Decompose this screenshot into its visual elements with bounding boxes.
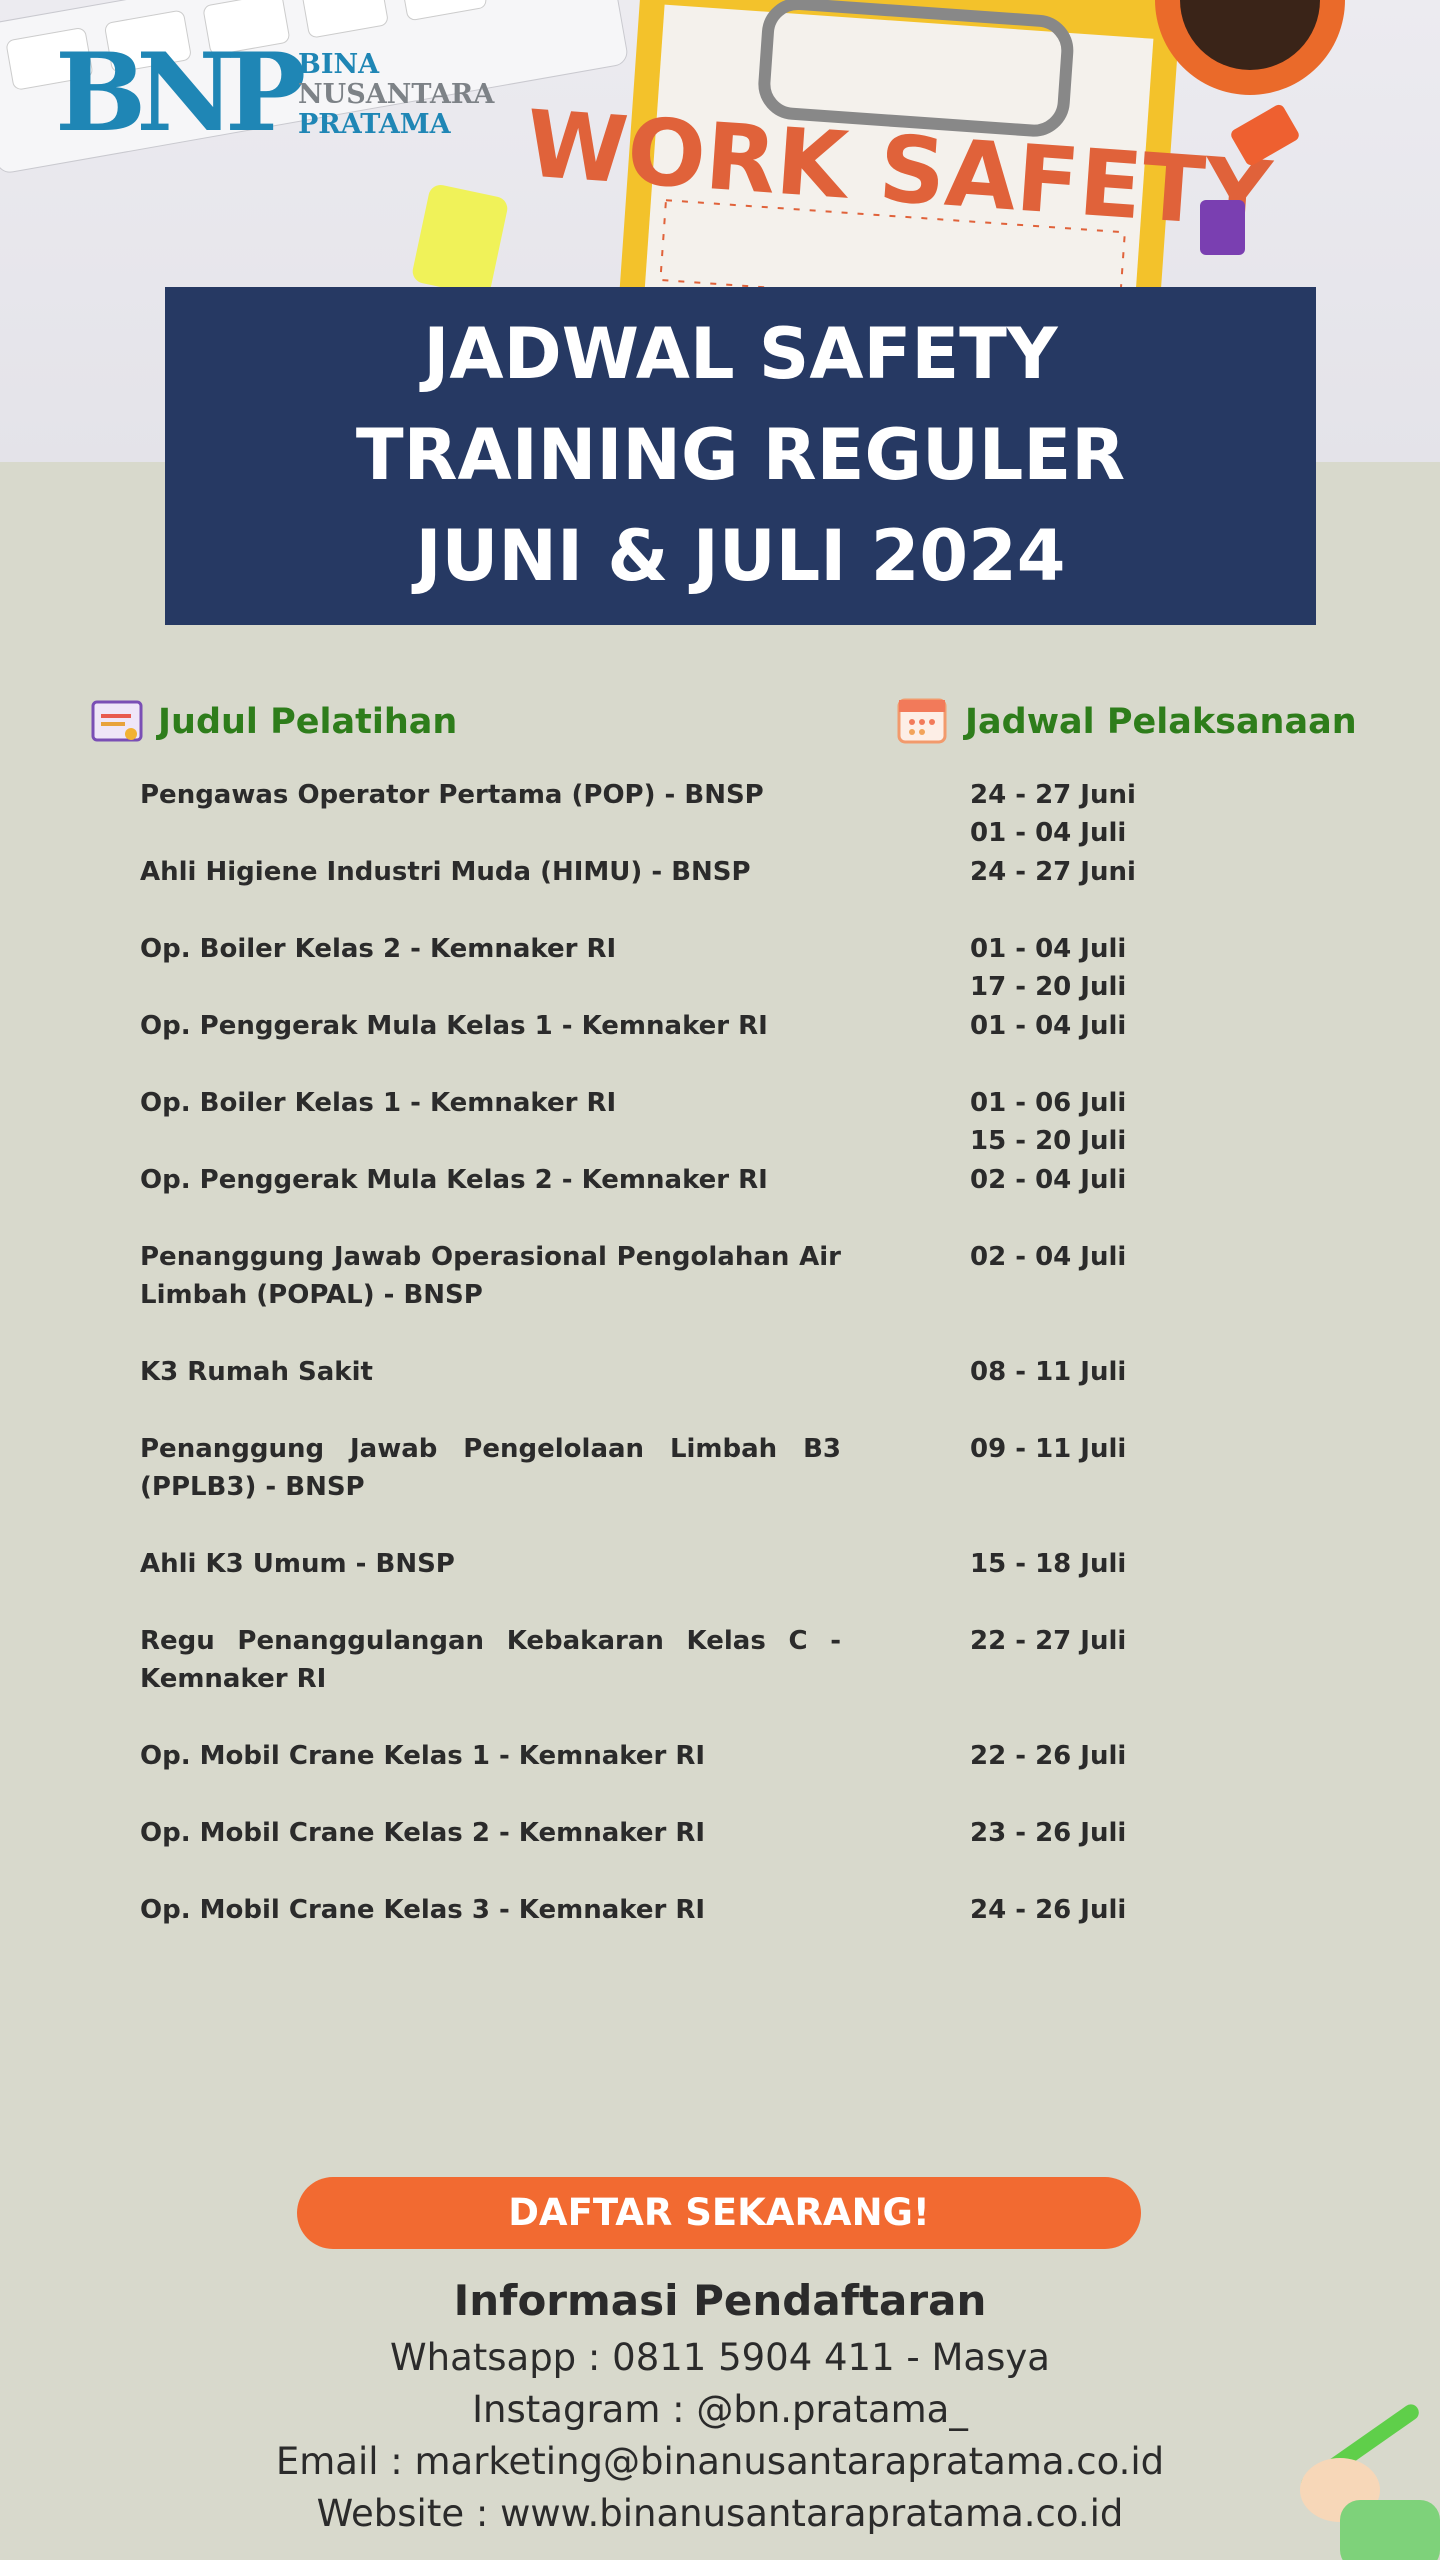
course-title: Op. Boiler Kelas 2 - Kemnaker RI	[140, 934, 617, 964]
date-range: 08 - 11 Juli	[970, 1357, 1127, 1387]
course-title: Pengawas Operator Pertama (POP) - BNSP	[140, 780, 764, 810]
course-dates: 01 - 06 Juli 15 - 20 Juli	[970, 1084, 1126, 1160]
course-dates: 01 - 04 Juli	[970, 1007, 1126, 1045]
course-dates: 09 - 11 Juli	[970, 1430, 1126, 1468]
date-range: 23 - 26 Juli	[970, 1818, 1127, 1848]
table-row: Op. Boiler Kelas 1 - Kemnaker RI 01 - 06 …	[140, 1084, 1140, 1161]
photo-art: WORK SAFETY	[0, 0, 1345, 359]
date-range: 22 - 27 Juli	[970, 1626, 1127, 1656]
course-dates: 22 - 27 Juli	[970, 1622, 1126, 1660]
course-dates: 08 - 11 Juli	[970, 1353, 1126, 1391]
date-range: 15 - 20 Juli	[970, 1126, 1127, 1156]
table-row: Ahli K3 Umum - BNSP 15 - 18 Juli	[140, 1545, 1140, 1622]
course-dates: 23 - 26 Juli	[970, 1814, 1126, 1852]
header-photo: WORK SAFETY BNP BINA NUSANTARA PRATAMA	[0, 0, 1440, 462]
logo-line: NUSANTARA	[298, 79, 495, 110]
date-range: 24 - 27 Juni	[970, 780, 1136, 810]
table-row: Ahli Higiene Industri Muda (HIMU) - BNSP…	[140, 853, 1140, 930]
title-line: TRAINING REGULER	[355, 414, 1126, 496]
table-row: Penanggung Jawab Pengelolaan Limbah B3 (…	[140, 1430, 1140, 1545]
date-range: 01 - 04 Juli	[970, 934, 1127, 964]
date-range: 09 - 11 Juli	[970, 1434, 1127, 1464]
course-title: Op. Boiler Kelas 1 - Kemnaker RI	[140, 1088, 617, 1118]
info-line: Website : www.binanusantarapratama.co.id	[316, 2492, 1124, 2535]
course-dates: 22 - 26 Juli	[970, 1737, 1126, 1775]
table-row: Op. Mobil Crane Kelas 2 - Kemnaker RI 23 …	[140, 1814, 1140, 1891]
course-title: Ahli K3 Umum - BNSP	[140, 1549, 455, 1579]
course-title: Penanggung Jawab Operasional Pengolahan …	[140, 1242, 841, 1310]
course-title: Op. Penggerak Mula Kelas 2 - Kemnaker RI	[140, 1165, 768, 1195]
date-range: 15 - 18 Juli	[970, 1549, 1127, 1579]
table-row: Regu Penanggulangan Kebakaran Kelas C - …	[140, 1622, 1140, 1737]
course-title: Op. Penggerak Mula Kelas 1 - Kemnaker RI	[140, 1011, 768, 1041]
clip	[1231, 104, 1299, 166]
calendar-icon	[897, 698, 947, 744]
course-dates: 02 - 04 Juli	[970, 1238, 1126, 1276]
course-dates: 15 - 18 Juli	[970, 1545, 1126, 1583]
logo-text: BINA NUSANTARA PRATAMA	[298, 50, 494, 140]
course-title: Regu Penanggulangan Kebakaran Kelas C - …	[140, 1626, 841, 1694]
course-title: Ahli Higiene Industri Muda (HIMU) - BNSP	[140, 857, 751, 887]
column-header: Jadwal Pelaksanaan	[965, 702, 1357, 742]
keyboard	[0, 0, 628, 173]
table-row: Op. Penggerak Mula Kelas 1 - Kemnaker RI…	[140, 1007, 1140, 1084]
info-line: Instagram : @bn.pratama_	[472, 2388, 968, 2431]
course-dates: 24 - 27 Juni	[970, 853, 1136, 891]
date-range: 24 - 26 Juli	[970, 1895, 1127, 1925]
table-row: K3 Rumah Sakit 08 - 11 Juli	[140, 1353, 1140, 1430]
column-header: Judul Pelatihan	[158, 702, 458, 742]
table-row: Pengawas Operator Pertama (POP) - BNSP 24…	[140, 776, 1140, 853]
logo-line: PRATAMA	[298, 109, 451, 140]
table-row: Op. Boiler Kelas 2 - Kemnaker RI 01 - 04 …	[140, 930, 1140, 1007]
table-row: Op. Mobil Crane Kelas 1 - Kemnaker RI 22 …	[140, 1737, 1140, 1814]
date-range: 24 - 27 Juni	[970, 857, 1136, 887]
course-title: Penanggung Jawab Pengelolaan Limbah B3 (…	[140, 1434, 841, 1502]
title-line: JUNI & JULI 2024	[415, 515, 1066, 597]
clipboard: WORK SAFETY	[523, 0, 1276, 359]
table-row: Penanggung Jawab Operasional Pengolahan …	[140, 1238, 1140, 1353]
date-range: 01 - 04 Juli	[970, 818, 1127, 848]
table-row: Op. Penggerak Mula Kelas 2 - Kemnaker RI…	[140, 1161, 1140, 1238]
highlighter	[412, 185, 508, 295]
clip	[1200, 200, 1245, 255]
title-box: JADWAL SAFETY TRAINING REGULER JUNI & JU…	[165, 287, 1316, 625]
info-line: Whatsapp : 0811 5904 411 - Masya	[390, 2336, 1050, 2379]
course-title: Op. Mobil Crane Kelas 2 - Kemnaker RI	[140, 1818, 706, 1848]
registration-info: Informasi Pendaftaran Whatsapp : 0811 59…	[0, 2270, 1440, 2540]
date-range: 17 - 20 Juli	[970, 972, 1127, 1002]
date-range: 02 - 04 Juli	[970, 1242, 1127, 1272]
course-title: Op. Mobil Crane Kelas 1 - Kemnaker RI	[140, 1741, 706, 1771]
course-dates: 01 - 04 Juli 17 - 20 Juli	[970, 930, 1126, 1006]
course-title: Op. Mobil Crane Kelas 3 - Kemnaker RI	[140, 1895, 706, 1925]
info-title: Informasi Pendaftaran	[453, 2276, 987, 2325]
logo-line: BINA	[298, 49, 380, 80]
course-dates: 24 - 27 Juni 01 - 04 Juli	[970, 776, 1136, 852]
date-range: 02 - 04 Juli	[970, 1165, 1127, 1195]
info-line: Email : marketing@binanusantarapratama.c…	[275, 2440, 1165, 2483]
register-button[interactable]: DAFTAR SEKARANG!	[297, 2177, 1141, 2249]
table-row: Op. Mobil Crane Kelas 3 - Kemnaker RI 24 …	[140, 1891, 1140, 1968]
date-range: 01 - 06 Juli	[970, 1088, 1127, 1118]
certificate-icon	[91, 700, 143, 742]
hand-pen-illustration	[1300, 2404, 1440, 2560]
date-range: 22 - 26 Juli	[970, 1741, 1127, 1771]
date-range: 01 - 04 Juli	[970, 1011, 1127, 1041]
title-line: JADWAL SAFETY	[423, 313, 1058, 395]
schedule-table: Pengawas Operator Pertama (POP) - BNSP 24…	[140, 776, 1140, 1968]
course-title: K3 Rumah Sakit	[140, 1357, 373, 1387]
logo-mark: BNP	[55, 30, 306, 156]
course-dates: 24 - 26 Juli	[970, 1891, 1126, 1929]
course-dates: 02 - 04 Juli	[970, 1161, 1126, 1199]
